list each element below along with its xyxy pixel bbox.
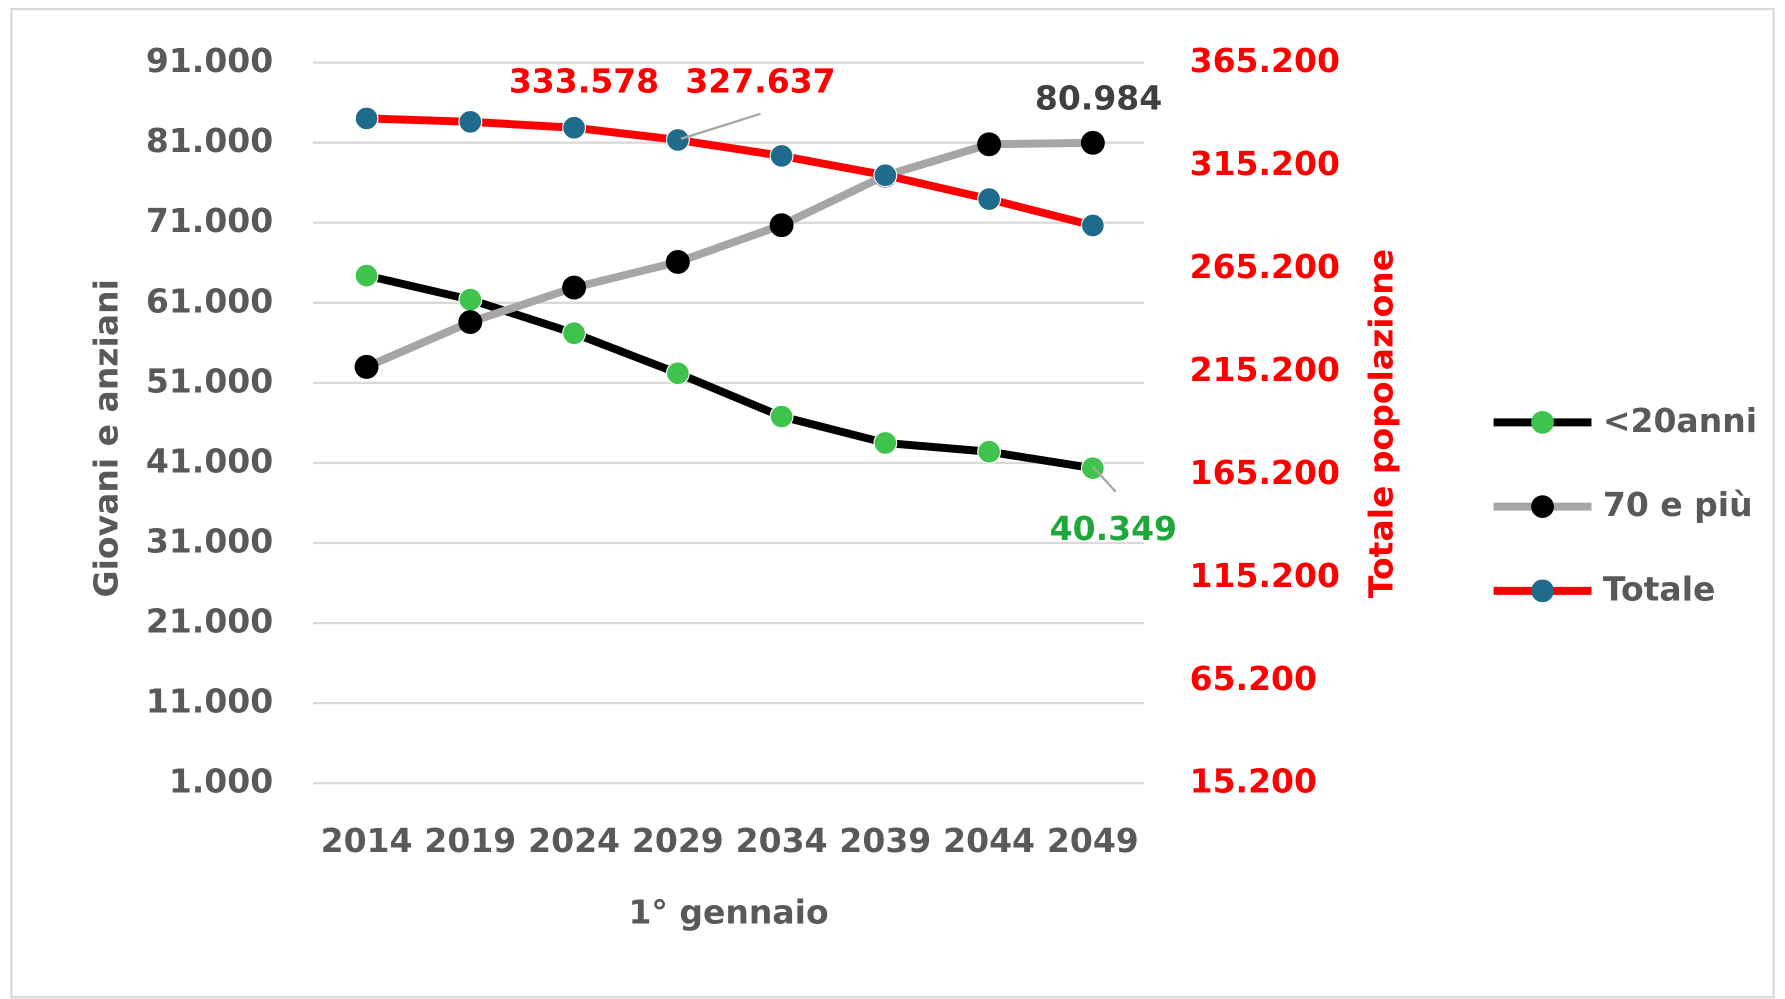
data-label: 80.984 (1035, 79, 1162, 118)
marker (562, 321, 587, 346)
y2-tick-label: 15.200 (1190, 762, 1317, 801)
chart-area: Giovani e anziani Totale popolazione 1° … (10, 7, 1775, 999)
marker (665, 127, 690, 152)
y2-axis-title: Totale popolazione (1362, 249, 1401, 598)
data-label: 333.578 (509, 62, 659, 101)
x-tick-label: 2019 (424, 821, 516, 860)
y-tick-label: 1.000 (169, 762, 273, 801)
series-line (364, 138, 1093, 371)
marker (769, 213, 794, 238)
marker (873, 163, 898, 188)
legend-marker (1531, 579, 1554, 603)
legend-label: <20anni (1603, 401, 1757, 440)
marker (1080, 213, 1105, 238)
y-tick-label: 11.000 (146, 682, 273, 721)
marker (562, 275, 587, 300)
x-tick-label: 2029 (632, 821, 724, 860)
leader-line (680, 112, 761, 140)
marker (562, 115, 587, 140)
marker (458, 310, 483, 334)
y-axis-title: Giovani e anziani (87, 279, 126, 597)
marker (354, 263, 379, 288)
marker (977, 187, 1002, 212)
y2-tick-label: 165.200 (1190, 453, 1340, 492)
y-tick-label: 51.000 (146, 361, 273, 400)
y2-tick-label: 215.200 (1190, 350, 1340, 389)
legend-label: Totale (1603, 569, 1716, 608)
marker (1080, 130, 1105, 155)
series-line (365, 271, 1094, 473)
legend-label: 70 e più (1603, 485, 1753, 524)
y2-tick-label: 65.200 (1190, 659, 1317, 698)
y-tick-label: 31.000 (146, 522, 273, 561)
y2-tick-label: 365.200 (1190, 41, 1340, 80)
x-tick-label: 2034 (736, 821, 828, 860)
y-tick-label: 91.000 (146, 41, 273, 80)
x-tick-label: 2024 (528, 821, 620, 860)
marker (354, 354, 379, 379)
marker (458, 287, 483, 312)
marker (458, 109, 483, 134)
marker (977, 132, 1002, 157)
y-tick-label: 61.000 (146, 281, 273, 320)
x-tick-label: 2049 (1047, 821, 1139, 860)
marker (873, 430, 898, 455)
y-tick-label: 71.000 (146, 201, 273, 240)
marker (354, 106, 379, 131)
y-tick-label: 41.000 (146, 441, 273, 480)
x-tick-label: 2014 (321, 821, 413, 860)
legend-marker (1531, 495, 1554, 518)
marker (769, 143, 794, 168)
x-axis-title: 1° gennaio (628, 893, 828, 932)
legend-marker (1531, 410, 1554, 434)
marker (769, 404, 794, 429)
y2-tick-label: 115.200 (1190, 556, 1340, 595)
marker (665, 361, 690, 386)
data-label: 40.349 (1050, 509, 1177, 548)
y2-tick-label: 265.200 (1190, 247, 1340, 286)
x-tick-label: 2039 (839, 821, 931, 860)
data-label: 327.637 (685, 62, 835, 101)
y-tick-label: 21.000 (146, 602, 273, 641)
x-tick-label: 2044 (943, 821, 1035, 860)
marker (977, 439, 1002, 464)
y-tick-label: 81.000 (146, 121, 273, 160)
series-line (366, 114, 1094, 230)
leader-line (1092, 465, 1117, 493)
y2-tick-label: 315.200 (1190, 144, 1340, 183)
marker (665, 250, 690, 274)
